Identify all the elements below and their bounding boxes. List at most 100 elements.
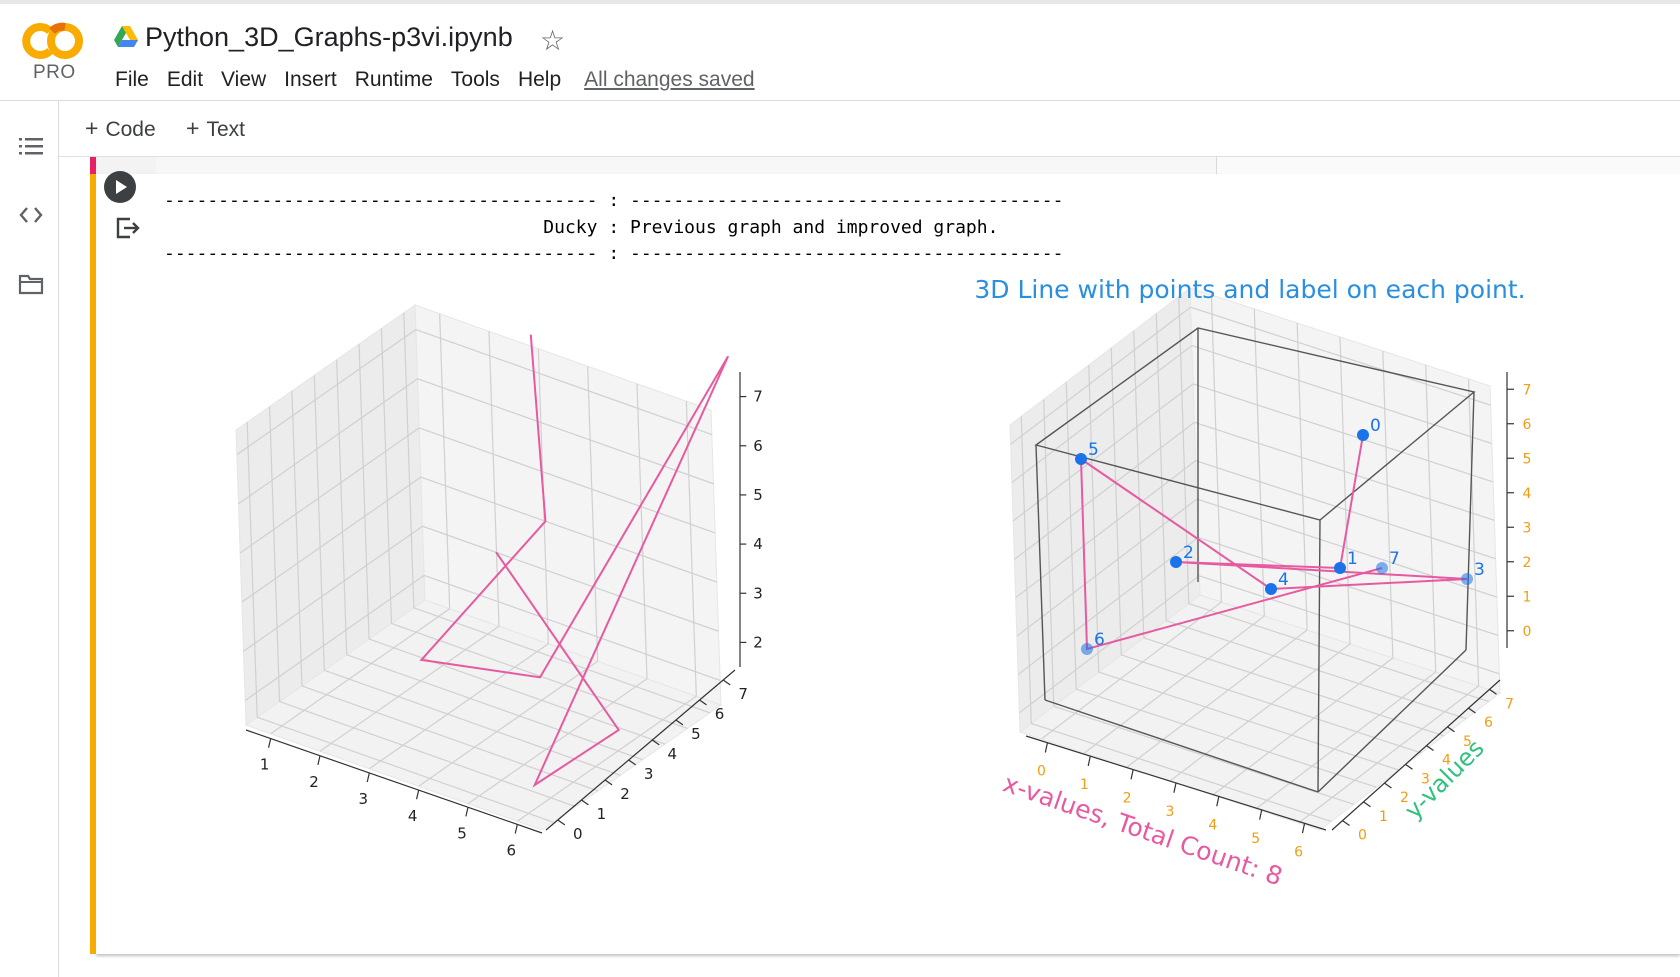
z-tick-label: 0 bbox=[1523, 624, 1532, 640]
menu-tools[interactable]: Tools bbox=[450, 68, 500, 91]
menu-view[interactable]: View bbox=[221, 68, 267, 91]
tick-mark bbox=[465, 807, 469, 817]
grid-line bbox=[270, 608, 451, 735]
grid-line bbox=[1212, 657, 1394, 796]
tick-mark bbox=[1087, 756, 1091, 767]
notebook-title[interactable]: Python_3D_Graphs-p3vi.ipynb bbox=[145, 22, 513, 52]
grid-line bbox=[236, 329, 417, 456]
grid-line bbox=[1190, 306, 1491, 406]
x-tick-label: 4 bbox=[408, 807, 418, 825]
grid-line bbox=[439, 313, 451, 609]
code-snippets-icon[interactable] bbox=[18, 202, 44, 228]
grid-line bbox=[413, 607, 711, 714]
output-line: ----------------------------------------… bbox=[164, 243, 1064, 264]
grid-line bbox=[636, 383, 648, 679]
grid-line bbox=[1076, 688, 1377, 788]
y-tick-label: 3 bbox=[644, 765, 654, 783]
z-tick-label: 5 bbox=[1523, 451, 1532, 467]
tick-mark bbox=[1259, 809, 1263, 820]
tick-mark bbox=[1426, 745, 1434, 752]
output-actions-icon[interactable] bbox=[114, 214, 142, 242]
z-tick-label: 3 bbox=[753, 584, 763, 602]
y-tick-label: 3 bbox=[1421, 771, 1430, 787]
grid-line bbox=[391, 622, 688, 730]
table-of-contents-icon[interactable] bbox=[18, 133, 44, 159]
data-point bbox=[1357, 429, 1369, 441]
grid-line bbox=[368, 643, 549, 770]
grid-line bbox=[1296, 322, 1308, 631]
tick-mark bbox=[557, 819, 566, 826]
tick-mark bbox=[267, 738, 272, 748]
grid-line bbox=[415, 329, 713, 436]
tick-mark bbox=[1130, 769, 1134, 780]
run-cell-button[interactable] bbox=[104, 171, 136, 203]
tick-mark bbox=[1216, 796, 1220, 807]
pro-label: PRO bbox=[33, 62, 76, 83]
grid-line bbox=[1088, 365, 1100, 673]
folder-icon[interactable] bbox=[18, 271, 44, 297]
left-sidebar bbox=[0, 101, 59, 977]
point-label: 1 bbox=[1347, 549, 1358, 569]
grid-line bbox=[420, 476, 718, 583]
menu-runtime[interactable]: Runtime bbox=[354, 68, 433, 91]
add-text-button[interactable]: + Text bbox=[186, 115, 245, 142]
grid-line bbox=[256, 716, 554, 823]
y-tick-label: 0 bbox=[573, 825, 583, 843]
grid-line bbox=[319, 625, 500, 752]
y-tick-label: 5 bbox=[691, 725, 701, 743]
tick-mark bbox=[1405, 763, 1413, 770]
grid-line bbox=[238, 378, 418, 505]
z-tick-label: 2 bbox=[1523, 555, 1532, 571]
grid-line bbox=[1126, 629, 1308, 768]
x-tick-label: 1 bbox=[260, 756, 270, 774]
x-tick-label: 1 bbox=[1080, 777, 1089, 793]
tick-mark bbox=[651, 739, 660, 746]
tick-mark bbox=[514, 824, 518, 834]
menu-insert[interactable]: Insert bbox=[284, 68, 337, 91]
grid-line bbox=[268, 406, 281, 702]
z-tick-label: 6 bbox=[1523, 417, 1532, 433]
add-code-button[interactable]: + Code bbox=[85, 115, 156, 142]
save-status-link[interactable]: All changes saved bbox=[584, 68, 755, 91]
y-tick-label: 4 bbox=[1442, 753, 1451, 769]
menu-file[interactable]: File bbox=[115, 68, 149, 91]
colab-logo-icon[interactable] bbox=[20, 18, 90, 88]
grid-line bbox=[1382, 350, 1394, 659]
tick-mark bbox=[1447, 726, 1455, 733]
menu-edit[interactable]: Edit bbox=[166, 68, 204, 91]
y-tick-label: 7 bbox=[1505, 696, 1514, 712]
grid-line bbox=[1065, 382, 1077, 690]
menu-help[interactable]: Help bbox=[517, 68, 562, 91]
grid-line bbox=[516, 695, 697, 822]
google-drive-icon[interactable] bbox=[114, 26, 138, 48]
grid-line bbox=[1083, 615, 1265, 754]
grid-line bbox=[279, 700, 576, 808]
grid-line bbox=[1016, 498, 1198, 637]
grid-line bbox=[1192, 383, 1494, 483]
previous-cell-strip bbox=[90, 157, 1680, 174]
point-label: 4 bbox=[1278, 570, 1289, 590]
star-icon[interactable]: ☆ bbox=[540, 25, 566, 56]
grid-line bbox=[1031, 722, 1332, 823]
y-axis-line bbox=[1331, 679, 1501, 831]
grid-line bbox=[336, 359, 348, 655]
point-label: 5 bbox=[1088, 440, 1099, 460]
grid-line bbox=[1012, 383, 1194, 522]
box-edge bbox=[1465, 391, 1475, 651]
menu-bar: File Edit View Insert Runtime Tools Help… bbox=[106, 66, 755, 94]
y-tick-label: 2 bbox=[620, 785, 630, 803]
tick-mark bbox=[1342, 820, 1350, 827]
plus-icon: + bbox=[186, 115, 200, 141]
y-tick-label: 0 bbox=[1358, 828, 1367, 844]
y-tick-label: 5 bbox=[1463, 734, 1472, 750]
point-label: 3 bbox=[1474, 560, 1485, 580]
grid-line bbox=[1155, 313, 1167, 621]
grid-line bbox=[1339, 336, 1351, 645]
grid-line bbox=[587, 366, 599, 662]
tick-mark bbox=[366, 772, 370, 783]
data-point bbox=[1170, 556, 1182, 568]
y-tick-label: 4 bbox=[668, 745, 678, 763]
grid-line bbox=[1188, 602, 1489, 703]
grid-line bbox=[1019, 575, 1200, 714]
